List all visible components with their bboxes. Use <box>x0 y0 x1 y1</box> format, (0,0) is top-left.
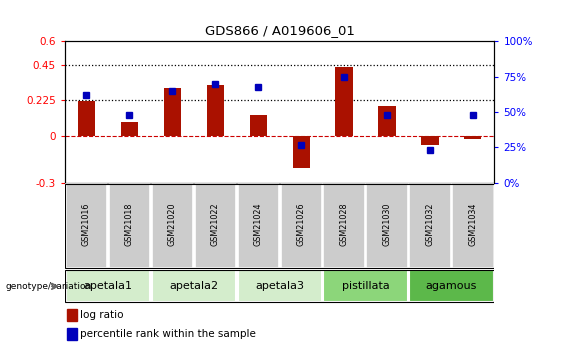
Bar <box>453 184 493 268</box>
Bar <box>324 184 364 268</box>
Text: genotype/variation: genotype/variation <box>6 282 92 291</box>
Text: GSM21028: GSM21028 <box>340 203 349 246</box>
Bar <box>152 184 193 268</box>
Bar <box>293 136 310 168</box>
Bar <box>207 85 224 136</box>
Bar <box>109 184 150 268</box>
Text: GSM21034: GSM21034 <box>468 203 477 246</box>
Bar <box>66 184 107 268</box>
Text: GSM21022: GSM21022 <box>211 203 220 246</box>
Bar <box>67 328 77 340</box>
Bar <box>238 184 279 268</box>
Bar <box>464 136 481 139</box>
Bar <box>421 136 438 145</box>
Text: GSM21032: GSM21032 <box>425 203 434 246</box>
Bar <box>195 184 236 268</box>
Bar <box>152 270 236 302</box>
Bar <box>66 270 150 302</box>
Text: apetala2: apetala2 <box>170 281 218 290</box>
Text: percentile rank within the sample: percentile rank within the sample <box>80 329 257 339</box>
Bar <box>281 184 321 268</box>
Bar <box>367 184 407 268</box>
Bar <box>379 106 395 136</box>
Text: GSM21016: GSM21016 <box>82 203 91 246</box>
Text: pistillata: pistillata <box>342 281 389 290</box>
Text: log ratio: log ratio <box>80 310 124 320</box>
Text: apetala1: apetala1 <box>84 281 132 290</box>
Bar <box>238 270 321 302</box>
Bar <box>336 67 353 136</box>
Text: GSM21024: GSM21024 <box>254 203 263 246</box>
Bar <box>250 115 267 136</box>
Bar <box>410 270 493 302</box>
Text: apetala3: apetala3 <box>255 281 304 290</box>
Text: GSM21018: GSM21018 <box>125 203 134 246</box>
Text: agamous: agamous <box>426 281 477 290</box>
Bar <box>67 308 77 321</box>
Text: GSM21026: GSM21026 <box>297 203 306 246</box>
Text: GSM21020: GSM21020 <box>168 203 177 246</box>
Bar <box>121 121 138 136</box>
Bar <box>164 88 181 136</box>
Bar <box>410 184 450 268</box>
Bar <box>78 101 95 136</box>
Title: GDS866 / A019606_01: GDS866 / A019606_01 <box>205 24 355 38</box>
Bar <box>324 270 407 302</box>
Text: GSM21030: GSM21030 <box>383 203 392 246</box>
